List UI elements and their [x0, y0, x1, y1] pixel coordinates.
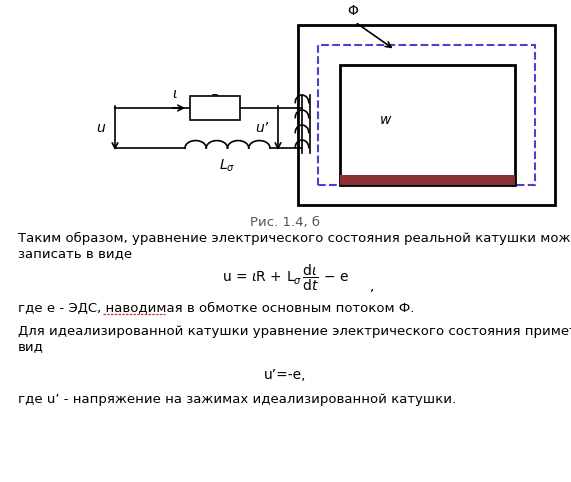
Text: u’: u’: [255, 121, 268, 135]
Bar: [340, 175, 515, 185]
Text: Таким образом, уравнение электрического состояния реальной катушки можно
записат: Таким образом, уравнение электрического …: [18, 232, 571, 260]
Text: Рис. 1.4, б: Рис. 1.4, б: [250, 216, 320, 229]
Bar: [318, 45, 535, 185]
Text: ι: ι: [172, 87, 178, 101]
Text: u: u: [96, 121, 106, 135]
Bar: [298, 25, 555, 205]
Bar: [340, 65, 515, 185]
Text: ,: ,: [370, 279, 375, 293]
Text: где e - ЭДС, наводимая в обмотке основным потоком Ф.: где e - ЭДС, наводимая в обмотке основны…: [18, 302, 415, 315]
Text: w: w: [380, 113, 391, 127]
Text: Для идеализированной катушки уравнение электрического состояния примет
вид: Для идеализированной катушки уравнение э…: [18, 325, 571, 353]
Text: $L_\sigma$: $L_\sigma$: [219, 158, 235, 174]
Text: Φ: Φ: [348, 4, 359, 18]
Text: u’=-e,: u’=-e,: [264, 368, 306, 382]
Text: u = $\iota$R + L$_\sigma\,\dfrac{\mathrm{d}\iota}{\mathrm{d}t}$ $-$ e: u = $\iota$R + L$_\sigma\,\dfrac{\mathrm…: [222, 263, 348, 293]
Text: R: R: [210, 93, 220, 107]
Text: где u’ - напряжение на зажимах идеализированной катушки.: где u’ - напряжение на зажимах идеализир…: [18, 393, 456, 406]
Bar: [190, 96, 240, 120]
